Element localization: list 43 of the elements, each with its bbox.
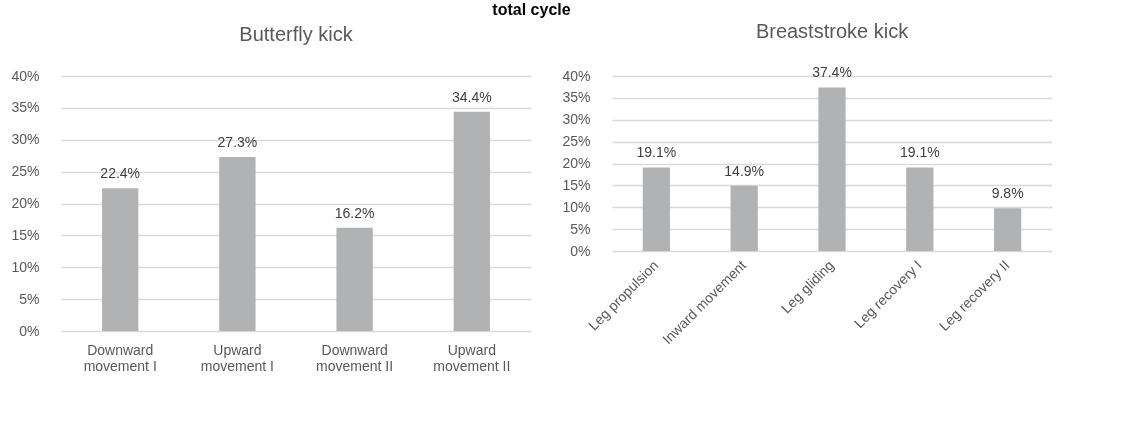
data-label: 27.3% bbox=[217, 133, 258, 150]
y-tick-label: 25% bbox=[11, 163, 40, 180]
chart-title: Breaststroke kick bbox=[755, 20, 910, 43]
bar bbox=[102, 188, 139, 331]
bar bbox=[642, 167, 670, 251]
x-tick-label: Upward movement I bbox=[200, 341, 274, 374]
data-label: 16.2% bbox=[334, 204, 375, 221]
bar bbox=[453, 111, 490, 331]
y-tick-label: 15% bbox=[11, 226, 40, 243]
x-tick-label: Downward movement I bbox=[83, 341, 157, 374]
y-tick-label: 15% bbox=[562, 176, 591, 193]
y-tick-label: 35% bbox=[562, 89, 591, 106]
y-tick-label: 20% bbox=[562, 155, 591, 171]
y-tick-label: 40% bbox=[562, 67, 591, 84]
y-tick-label: 35% bbox=[11, 99, 40, 116]
data-label: 14.9% bbox=[724, 162, 765, 179]
chart-title: Butterfly kick bbox=[239, 23, 354, 45]
data-label: 22.4% bbox=[100, 165, 141, 182]
y-tick-label: 10% bbox=[11, 258, 40, 275]
data-label: 9.8% bbox=[991, 185, 1024, 202]
bar bbox=[906, 167, 934, 251]
data-label: 37.4% bbox=[812, 64, 852, 81]
y-tick-label: 30% bbox=[11, 131, 40, 148]
bar bbox=[730, 185, 758, 251]
data-label: 19.1% bbox=[899, 144, 940, 161]
bar bbox=[219, 156, 256, 331]
bar bbox=[994, 208, 1022, 251]
x-tick-label: Downward movement II bbox=[316, 341, 394, 374]
text: total cycle bbox=[492, 1, 571, 19]
y-tick-label: 40% bbox=[11, 67, 40, 84]
y-tick-label: 5% bbox=[19, 290, 40, 307]
data-label: 34.4% bbox=[451, 88, 492, 105]
data-label: 19.1% bbox=[636, 144, 677, 161]
y-tick-label: 20% bbox=[11, 195, 40, 211]
y-tick-label: 25% bbox=[562, 133, 591, 150]
bar bbox=[336, 227, 373, 331]
bar bbox=[818, 87, 846, 251]
y-tick-label: 5% bbox=[570, 220, 591, 237]
y-tick-label: 30% bbox=[562, 111, 591, 128]
y-tick-label: 10% bbox=[562, 198, 591, 215]
y-tick-label: 0% bbox=[570, 242, 591, 259]
y-tick-label: 0% bbox=[19, 322, 40, 339]
x-tick-label: Upward movement II bbox=[433, 341, 511, 374]
